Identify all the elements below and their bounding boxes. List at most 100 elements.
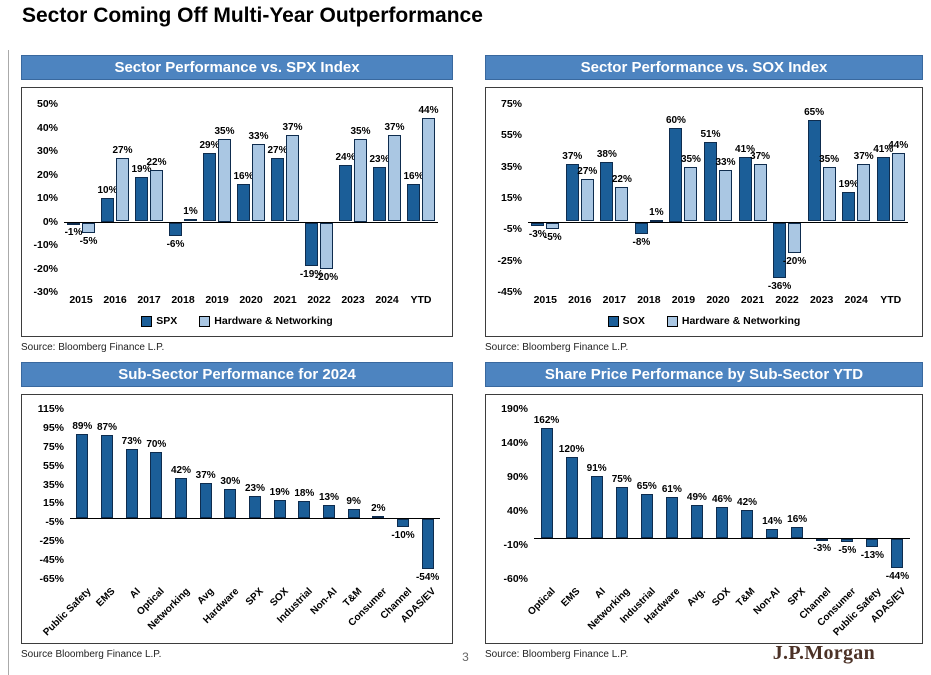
- bar: [372, 515, 385, 518]
- bar: [816, 539, 829, 542]
- value-label: 22%: [146, 156, 167, 168]
- bar: [741, 509, 754, 539]
- legend-swatch-icon: [141, 315, 153, 327]
- zero-axis-line: [528, 221, 908, 223]
- x-tick-label: 2023: [341, 294, 365, 306]
- legend-label: Hardware & Networking: [214, 315, 333, 327]
- value-label: -44%: [885, 571, 910, 583]
- value-label: 42%: [170, 464, 191, 476]
- value-label: 37%: [562, 150, 583, 162]
- y-tick-label: -65%: [39, 573, 64, 585]
- y-tick-label: 10%: [36, 192, 58, 204]
- bar: [640, 494, 653, 539]
- bar: [669, 127, 683, 222]
- y-tick-label: -10%: [33, 239, 58, 251]
- y-tick-label: 90%: [506, 471, 528, 483]
- value-label: -5%: [79, 236, 98, 248]
- value-label: 19%: [131, 163, 152, 175]
- x-tick-label: 2020: [239, 294, 263, 306]
- chart-title: Sector Performance vs. SPX Index: [114, 59, 360, 76]
- y-tick-label: -5%: [503, 223, 522, 236]
- x-tick-label: 2023: [809, 294, 834, 306]
- x-tick-label: 2017: [602, 294, 627, 306]
- panel-subsector-2024: Sub-Sector Performance for 2024 115% 95% 7…: [21, 362, 453, 660]
- value-label: 37%: [750, 150, 771, 162]
- bar: [397, 518, 409, 528]
- bar: [286, 134, 299, 222]
- zero-axis-line: [64, 221, 438, 223]
- value-label: 89%: [72, 420, 93, 432]
- y-tick-label: -45%: [497, 286, 522, 298]
- bar: [866, 539, 879, 548]
- source-note: Source: Bloomberg Finance L.P.: [21, 342, 165, 353]
- x-tick-label: YTD: [410, 294, 432, 306]
- value-label: 61%: [661, 483, 682, 495]
- value-label: 16%: [403, 170, 424, 182]
- value-label: 23%: [244, 482, 265, 494]
- value-label: 87%: [96, 422, 117, 434]
- value-label: 42%: [737, 496, 758, 508]
- bar: [822, 166, 836, 222]
- source-note: Source: Bloomberg Finance L.P.: [485, 342, 629, 353]
- y-tick-label: 55%: [500, 129, 522, 142]
- value-label: 65%: [636, 481, 657, 492]
- legend: SPX Hardware & Networking: [22, 315, 452, 327]
- bar: [565, 163, 579, 222]
- bar: [891, 539, 904, 569]
- bar: [76, 433, 89, 518]
- bar: [580, 179, 594, 222]
- y-tick-label: 35%: [42, 478, 64, 491]
- bar: [320, 222, 333, 269]
- value-label: 91%: [586, 463, 607, 475]
- value-label: 162%: [533, 415, 560, 427]
- bar: [791, 527, 804, 539]
- panel-sox: Sector Performance vs. SOX Index 75% 55% 3…: [485, 55, 923, 353]
- bar: [634, 222, 648, 235]
- value-label: -54%: [415, 571, 440, 583]
- x-tick-label-text: Optical: [525, 586, 558, 618]
- zero-axis-line: [534, 538, 910, 540]
- value-label: 51%: [700, 128, 721, 140]
- y-tick-label: 40%: [506, 505, 528, 517]
- y-tick-label: 35%: [500, 160, 522, 173]
- bar: [807, 119, 821, 222]
- value-label: 24%: [335, 152, 356, 164]
- bar: [150, 169, 163, 222]
- bar: [590, 476, 603, 539]
- legend-label: SPX: [156, 315, 178, 327]
- value-label: -3%: [528, 229, 547, 241]
- value-label: -1%: [64, 226, 83, 238]
- value-label: -13%: [860, 550, 885, 562]
- bar: [305, 222, 318, 267]
- bar: [857, 163, 871, 222]
- legend-item: SOX: [607, 315, 645, 327]
- x-tick-label: 2015: [533, 294, 557, 306]
- x-tick-label-text: AI: [592, 586, 608, 601]
- bar: [373, 167, 386, 222]
- value-label: 29%: [199, 140, 220, 152]
- value-label: 1%: [649, 206, 664, 218]
- y-tick-label: -45%: [39, 554, 64, 567]
- value-label: 35%: [819, 153, 840, 165]
- bar: [224, 489, 237, 518]
- bar: [565, 456, 578, 539]
- bar: [116, 158, 129, 222]
- value-label: 37%: [853, 150, 874, 162]
- source-note: Source: Bloomberg Finance L.P.: [485, 649, 629, 660]
- bar: [738, 157, 752, 222]
- x-tick-label: 2019: [205, 294, 229, 306]
- subsector-2024-chart: 115% 95% 75% 55% 35% 15% -5% -25% -45% -65% 89% 87%…: [21, 394, 453, 644]
- x-tick-label: 2022: [307, 294, 331, 306]
- y-tick-label: 15%: [42, 497, 64, 510]
- bar: [135, 176, 148, 222]
- value-label: 22%: [611, 174, 632, 186]
- x-tick-label: YTD: [880, 294, 902, 306]
- x-tick-label-text: SPX: [786, 586, 808, 608]
- jpmorgan-logo: J.P.Morgan: [772, 642, 875, 664]
- bar: [101, 198, 114, 222]
- sox-vs-sector-chart: 75% 55% 35% 15% -5% -25% -45% -3% 37% 38% -8% 60% 51…: [485, 87, 923, 337]
- bar: [690, 504, 703, 539]
- value-label: -10%: [391, 530, 415, 542]
- y-tick-label: -30%: [33, 286, 58, 298]
- x-tick-label: 2021: [273, 294, 297, 306]
